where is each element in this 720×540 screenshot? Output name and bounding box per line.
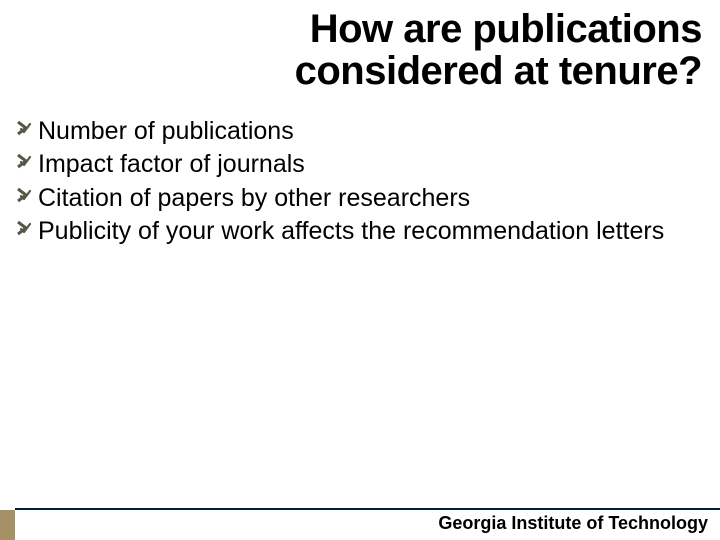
- bullet-list: Number of publications Impact factor of …: [0, 102, 720, 247]
- list-item: Publicity of your work affects the recom…: [16, 216, 702, 247]
- chevron-icon: [16, 187, 32, 203]
- chevron-icon: [16, 153, 32, 169]
- bullet-text: Impact factor of journals: [38, 149, 305, 180]
- footer-accent-bar: [0, 510, 15, 540]
- slide-title: How are publications considered at tenur…: [0, 0, 720, 102]
- footer-rule: [15, 508, 720, 510]
- footer-org: Georgia Institute of Technology: [438, 513, 708, 534]
- footer: Georgia Institute of Technology: [0, 506, 720, 540]
- bullet-text: Citation of papers by other researchers: [38, 183, 470, 214]
- bullet-text: Publicity of your work affects the recom…: [38, 216, 664, 247]
- list-item: Number of publications: [16, 116, 702, 147]
- bullet-text: Number of publications: [38, 116, 294, 147]
- title-line-2: considered at tenure?: [0, 50, 702, 92]
- list-item: Impact factor of journals: [16, 149, 702, 180]
- list-item: Citation of papers by other researchers: [16, 183, 702, 214]
- chevron-icon: [16, 220, 32, 236]
- chevron-icon: [16, 120, 32, 136]
- title-line-1: How are publications: [0, 8, 702, 50]
